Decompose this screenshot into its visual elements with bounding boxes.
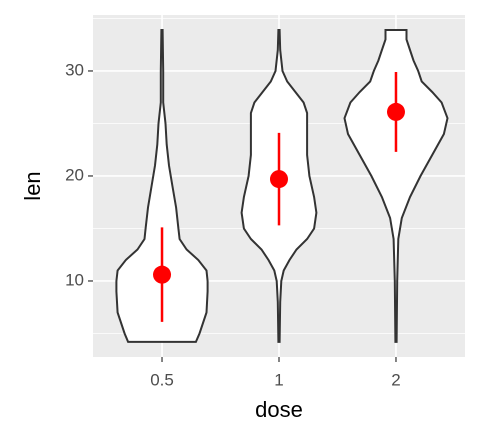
- x-tick-label: 1: [274, 370, 283, 389]
- x-tick-label: 2: [391, 370, 400, 389]
- x-tick-label: 0.5: [150, 370, 174, 389]
- violin: [115, 29, 209, 343]
- y-tick-label: 20: [65, 165, 84, 184]
- mean-point: [386, 102, 405, 121]
- violin: [343, 29, 449, 343]
- mean-point: [270, 170, 288, 189]
- y-tick-label: 10: [65, 270, 84, 289]
- y-axis-title: len: [20, 171, 45, 200]
- y-tick-label: 30: [65, 60, 84, 79]
- mean-point: [153, 265, 172, 284]
- x-axis-title: dose: [255, 397, 303, 422]
